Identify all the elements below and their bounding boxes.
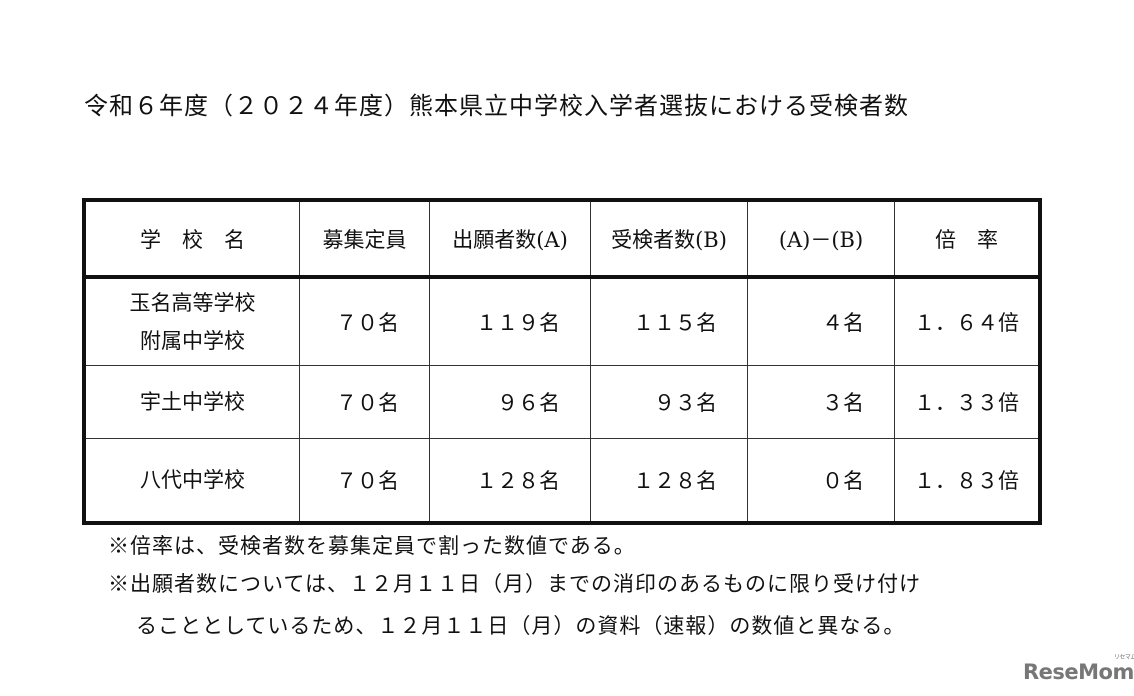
- difference-cell: ４名: [747, 276, 895, 366]
- school-name-line2: 附属中学校: [140, 329, 245, 353]
- header-ratio: 倍 率: [894, 199, 1041, 279]
- applicants-cell: ９６名: [429, 365, 591, 439]
- difference-cell: ０名: [747, 438, 895, 524]
- school-name: 宇土中学校: [83, 365, 300, 439]
- note-ratio: ※倍率は、受検者数を募集定員で割った数値である。: [108, 534, 636, 558]
- school-name: 八代中学校: [83, 438, 300, 524]
- header-capacity: 募集定員: [299, 199, 430, 279]
- header-applicants: 出願者数(A): [429, 199, 591, 279]
- logo-ruby: リセマム: [1113, 654, 1134, 661]
- table-row: 八代中学校 ７０名 １２８名 １２８名 ０名 １．８３倍: [83, 438, 1041, 524]
- examinees-cell: ９３名: [590, 365, 748, 439]
- applicants-cell: １１９名: [429, 276, 591, 366]
- school-name: 玉名高等学校 附属中学校: [83, 276, 300, 366]
- capacity-cell: ７０名: [299, 276, 430, 366]
- examinees-cell: １２８名: [590, 438, 748, 524]
- header-difference: (A)－(B): [747, 199, 895, 279]
- ratio-cell: １．８３倍: [894, 438, 1041, 524]
- school-name-line1: 玉名高等学校: [129, 291, 256, 315]
- examinees-cell: １１５名: [590, 276, 748, 366]
- capacity-cell: ７０名: [299, 438, 430, 524]
- examinee-table: 学 校 名 募集定員 出願者数(A) 受検者数(B) (A)－(B) 倍 率 玉…: [82, 198, 1042, 525]
- difference-cell: ３名: [747, 365, 895, 439]
- header-examinees: 受検者数(B): [590, 199, 748, 279]
- ratio-cell: １．６４倍: [894, 276, 1041, 366]
- note-applicants: ※出願者数については、１２月１１日（月）までの消印のあるものに限り受け付け: [108, 572, 921, 596]
- resemom-logo: ReseMom リセマム: [1023, 654, 1134, 684]
- ratio-cell: １．３３倍: [894, 365, 1041, 439]
- header-school-name: 学 校 名: [83, 199, 300, 279]
- note-applicants-continued: ることとしているため、１２月１１日（月）の資料（速報）の数値と異なる。: [136, 614, 906, 638]
- table-row: 宇土中学校 ７０名 ９６名 ９３名 ３名 １．３３倍: [83, 365, 1041, 439]
- logo-text: ReseMom: [1023, 660, 1134, 684]
- applicants-cell: １２８名: [429, 438, 591, 524]
- table-header-row: 学 校 名 募集定員 出願者数(A) 受検者数(B) (A)－(B) 倍 率: [83, 199, 1041, 279]
- capacity-cell: ７０名: [299, 365, 430, 439]
- document-title: 令和６年度（２０２４年度）熊本県立中学校入学者選抜における受検者数: [84, 92, 909, 120]
- table-row: 玉名高等学校 附属中学校 ７０名 １１９名 １１５名 ４名 １．６４倍: [83, 276, 1041, 366]
